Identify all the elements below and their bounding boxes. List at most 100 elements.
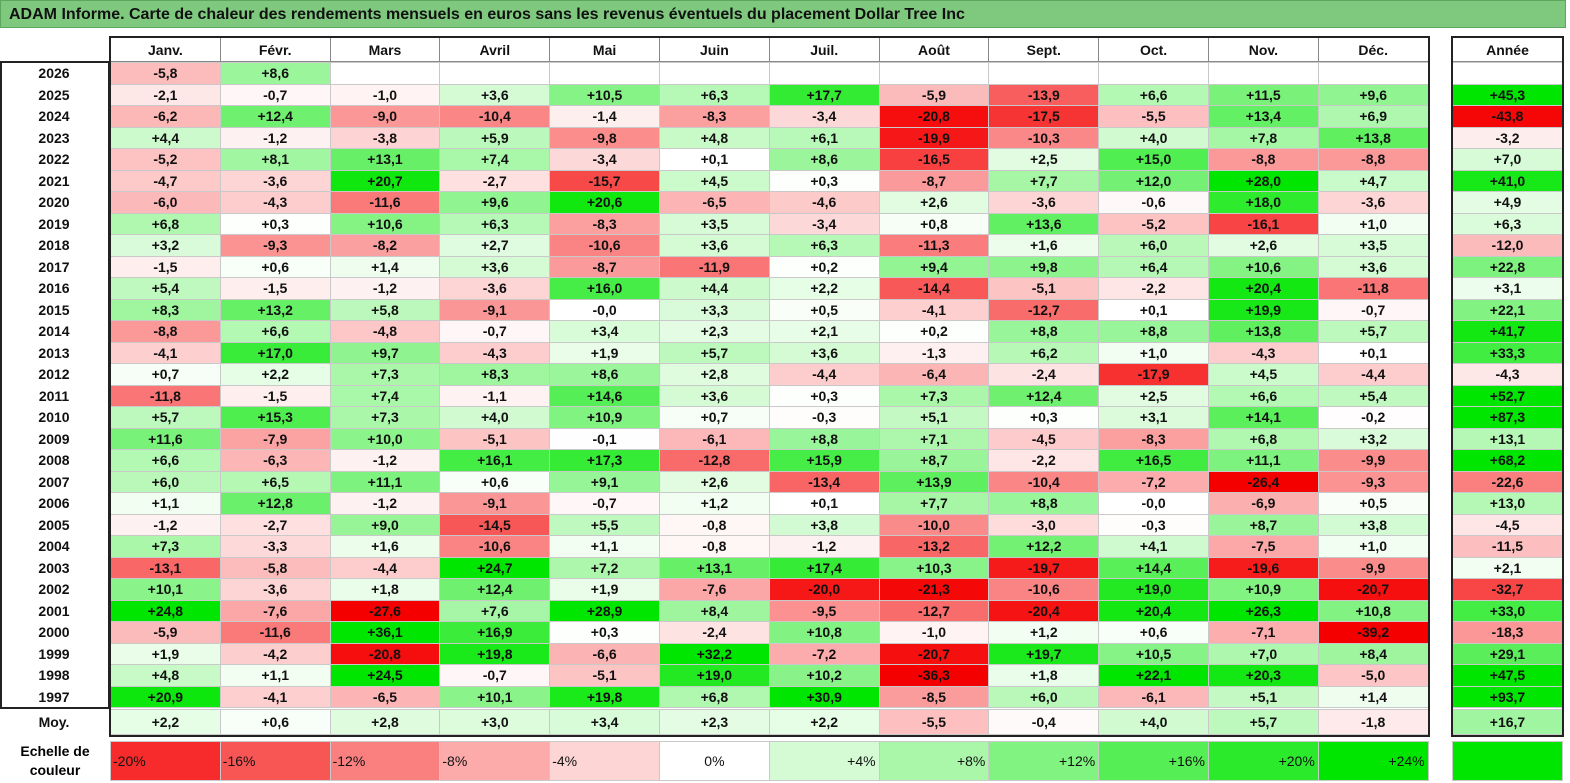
heat-cell: +5,8 [329,298,441,321]
heat-cell: -7,2 [768,642,880,665]
annual-cell: +29,1 [1452,642,1563,665]
heat-cell: -1,2 [219,126,331,149]
heat-cell: -27,6 [329,599,441,622]
annual-cell: +13,0 [1452,492,1563,515]
heat-cell [1317,62,1429,85]
annual-cell: +22,1 [1452,298,1563,321]
heat-cell: -16,5 [878,148,990,171]
scale-swatch: -4% [549,741,660,781]
heat-cell: -36,3 [878,664,990,687]
year-label: 2022 [38,151,70,168]
heat-cell: -7,5 [1208,535,1319,558]
heat-cell: -7,6 [219,599,331,622]
heat-cell: -0,2 [1317,406,1429,429]
heat-cell: -16,1 [1208,212,1319,235]
month-header: Nov. [1208,37,1319,62]
year-label: 2008 [38,452,70,469]
heat-cell: +16,9 [439,621,551,644]
heat-cell: +13,1 [659,556,770,579]
month-header: Juin [659,37,770,62]
heat-cell: -1,2 [110,513,221,536]
heat-cell: +12,4 [988,384,1100,407]
heat-cell: +0,3 [549,621,660,644]
year-label: 2024 [38,108,70,125]
heat-cell: +6,6 [1098,83,1209,106]
month-header: Août [878,37,990,62]
heat-cell: +20,6 [549,191,660,214]
year-label: 2003 [38,559,70,576]
heat-cell [988,62,1100,85]
heat-cell: +1,1 [549,535,660,558]
heat-cell: +24,5 [329,664,441,687]
annual-cell: +4,9 [1452,191,1563,214]
heat-cell: +3,5 [659,212,770,235]
heat-cell [1098,62,1209,85]
heat-cell: +5,7 [110,406,221,429]
heat-cell: +6,6 [110,449,221,472]
heat-cell: +2,8 [659,363,770,386]
heat-cell: -13,2 [878,535,990,558]
heat-cell: +8,4 [659,599,770,622]
month-header: Oct. [1098,37,1209,62]
heat-cell: +28,0 [1208,169,1319,192]
heat-cell: -8,7 [549,255,660,278]
heat-cell: +5,1 [1208,685,1319,708]
heat-cell: +7,1 [878,427,990,450]
annual-cell: -18,3 [1452,621,1563,644]
heat-cell: +12,8 [219,492,331,515]
heat-cell: +1,4 [329,255,441,278]
heat-cell: +8,8 [768,427,880,450]
heat-cell: -10,4 [439,105,551,128]
heat-cell: -4,1 [110,341,221,364]
heat-cell: +2,5 [1098,384,1209,407]
heat-cell: +36,1 [329,621,441,644]
heat-cell: +15,0 [1098,148,1209,171]
heat-cell [659,62,770,85]
year-label: 2007 [38,473,70,490]
heat-cell: +13,8 [1208,320,1319,343]
heat-cell: +6,6 [219,320,331,343]
heat-cell: +7,8 [1208,126,1319,149]
heat-cell: +13,8 [1317,126,1429,149]
heat-cell: +1,9 [110,642,221,665]
heat-cell: +3,2 [1317,427,1429,450]
annual-cell: +33,3 [1452,341,1563,364]
heat-cell: +19,8 [549,685,660,708]
month-header: Déc. [1317,37,1429,62]
heat-cell: -26,4 [1208,470,1319,493]
heat-cell: +1,1 [110,492,221,515]
heat-cell: +11,6 [110,427,221,450]
average-annual-cell: +16,7 [1452,709,1563,735]
heat-cell: +9,6 [439,191,551,214]
heat-cell: +13,4 [1208,105,1319,128]
heat-cell: +0,3 [988,406,1100,429]
heat-cell: -11,8 [110,384,221,407]
heat-cell: -6,5 [659,191,770,214]
annual-cell: +45,3 [1452,83,1563,106]
annual-cell: +2,1 [1452,556,1563,579]
heat-cell: -3,6 [219,169,331,192]
annual-cell: -12,0 [1452,234,1563,257]
year-label: 2009 [38,430,70,447]
heat-cell: +19,0 [659,664,770,687]
heat-cell: -0,7 [439,320,551,343]
heat-cell: +1,4 [1317,685,1429,708]
heat-cell: -3,6 [1317,191,1429,214]
heat-cell: +4,4 [110,126,221,149]
heat-cell: -8,2 [329,234,441,257]
heat-cell: -5,2 [1098,212,1209,235]
heat-cell: -13,9 [988,83,1100,106]
heat-cell: -7,1 [1208,621,1319,644]
heat-cell: -2,4 [659,621,770,644]
year-label: 2026 [38,65,70,82]
year-label: 2014 [38,323,70,340]
heat-cell: +3,4 [549,320,660,343]
annual-cell: +33,0 [1452,599,1563,622]
average-cell: +0,6 [219,709,331,735]
heat-cell: +0,3 [768,384,880,407]
month-header: Mars [329,37,441,62]
annual-cell: +41,7 [1452,320,1563,343]
heat-cell: -5,1 [549,664,660,687]
heat-cell: +6,8 [659,685,770,708]
heat-cell: -11,6 [329,191,441,214]
